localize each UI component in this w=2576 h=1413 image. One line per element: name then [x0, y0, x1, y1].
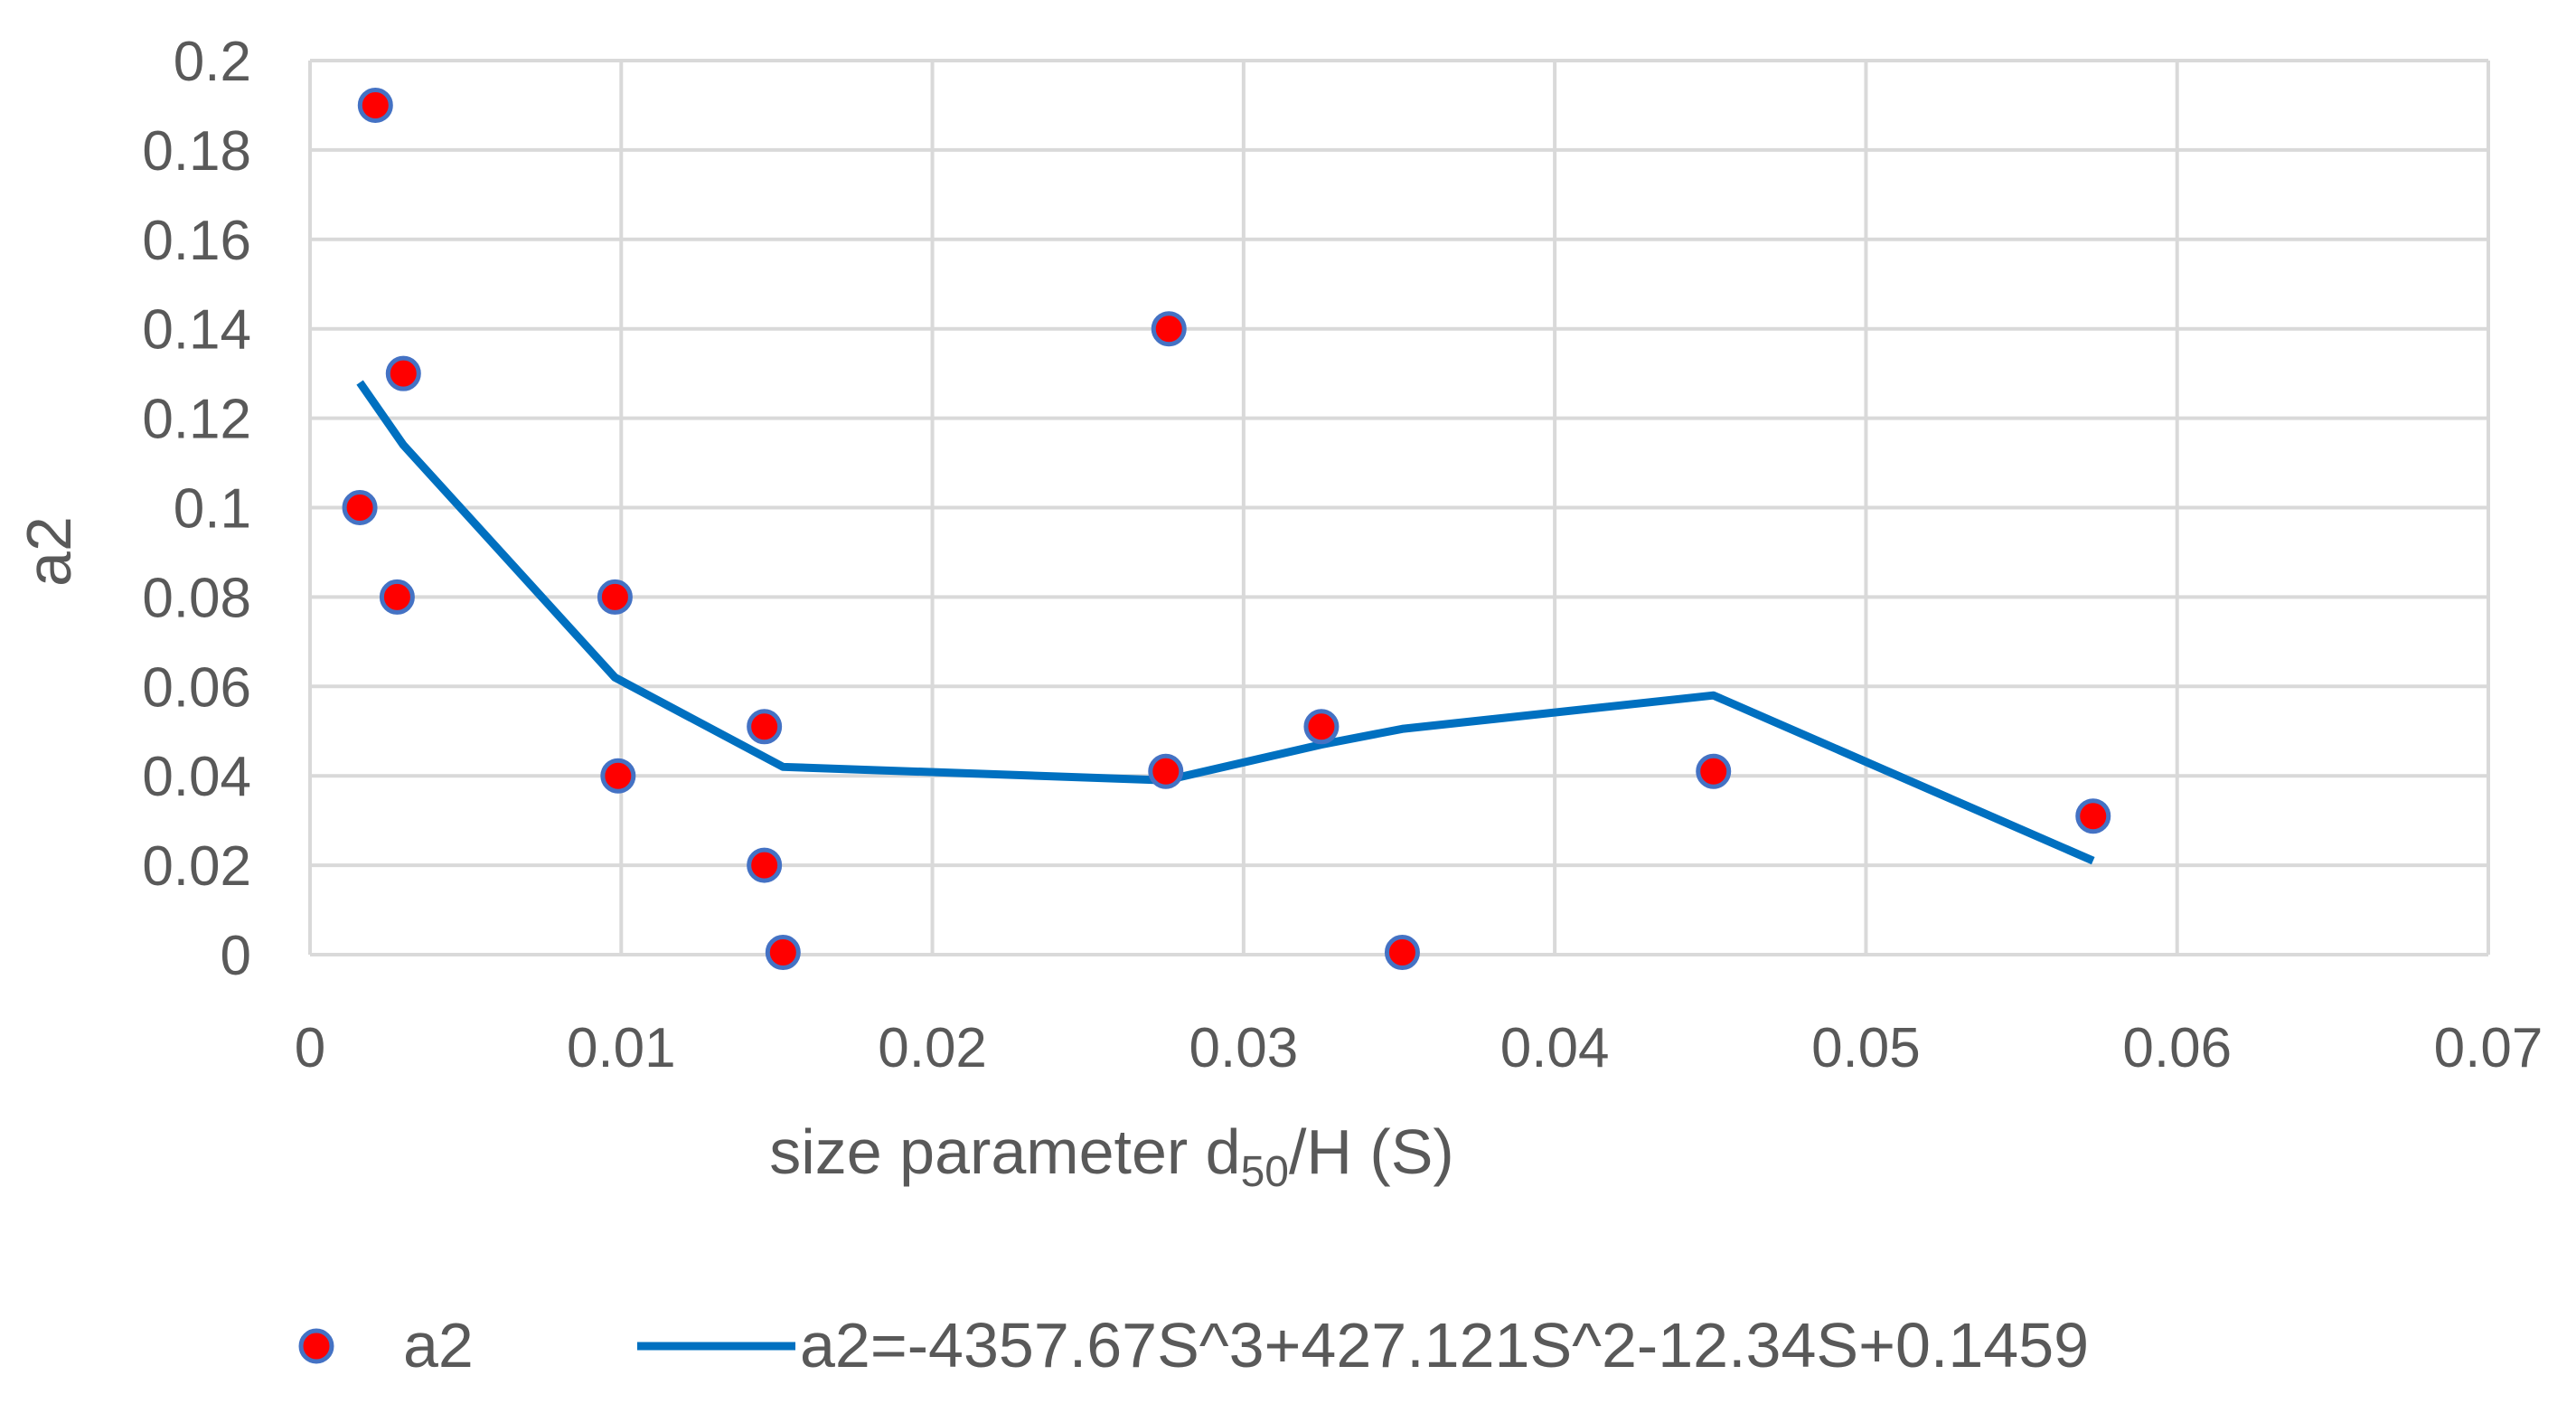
- y-tick-label: 0.12: [142, 389, 251, 451]
- y-tick-label: 0.16: [142, 210, 251, 272]
- x-tick-label: 0: [295, 1017, 325, 1079]
- data-point: [597, 579, 633, 615]
- legend: a2 a2=-4357.67S^3+427.121S^2-12.34S+0.14…: [298, 1310, 2089, 1380]
- data-point: [2075, 798, 2111, 834]
- data-point: [747, 847, 783, 883]
- data-point: [1384, 935, 1420, 971]
- x-tick-label: 0.05: [1811, 1017, 1921, 1079]
- y-tick-label: 0.1: [174, 478, 251, 541]
- x-tick-label: 0.04: [1500, 1017, 1610, 1079]
- x-tick-label: 0.02: [878, 1017, 987, 1079]
- x-axis-title-prefix: size parameter d: [769, 1116, 1240, 1187]
- legend-label-a2: a2: [403, 1310, 474, 1380]
- y-tick-label: 0.06: [142, 656, 251, 719]
- data-point: [379, 579, 415, 615]
- y-axis-title: a2: [14, 516, 84, 587]
- data-point: [1148, 753, 1184, 789]
- data-point: [385, 355, 421, 391]
- y-tick-label: 0.2: [174, 31, 251, 93]
- legend-marker-a2: [298, 1328, 334, 1364]
- x-tick-label: 0.01: [567, 1017, 676, 1079]
- x-axis-title-suffix: /H (S): [1289, 1116, 1454, 1187]
- y-tick-label: 0.08: [142, 567, 251, 629]
- x-axis-title: size parameter d50/H (S): [769, 1116, 1454, 1196]
- grid-lines: [308, 59, 2490, 956]
- y-tick-label: 0.14: [142, 299, 251, 362]
- x-tick-label: 0.07: [2434, 1017, 2543, 1079]
- x-tick-label: 0.06: [2122, 1017, 2232, 1079]
- data-point: [600, 758, 636, 794]
- x-axis-title-subscript: 50: [1241, 1148, 1289, 1196]
- data-point: [1303, 709, 1340, 745]
- y-tick-label: 0.04: [142, 746, 251, 808]
- data-point: [357, 87, 393, 123]
- y-axis-tick-labels: 0 0.02 0.04 0.06 0.08 0.1 0.12 0.14 0.16 0.18 0.2: [142, 31, 251, 987]
- x-axis-tick-labels: 0 0.01 0.02 0.03 0.04 0.05 0.06 0.07: [295, 1017, 2543, 1079]
- plot-area: [342, 87, 2111, 971]
- data-point: [342, 490, 378, 525]
- data-point: [747, 709, 783, 745]
- y-tick-label: 0: [221, 925, 251, 987]
- y-tick-label: 0.02: [142, 835, 251, 898]
- data-point: [1696, 753, 1732, 789]
- legend-label-trend: a2=-4357.67S^3+427.121S^2-12.34S+0.1459: [800, 1310, 2089, 1380]
- x-tick-label: 0.03: [1189, 1017, 1299, 1079]
- y-tick-label: 0.18: [142, 120, 251, 183]
- data-point: [765, 935, 801, 971]
- data-point: [1151, 311, 1187, 347]
